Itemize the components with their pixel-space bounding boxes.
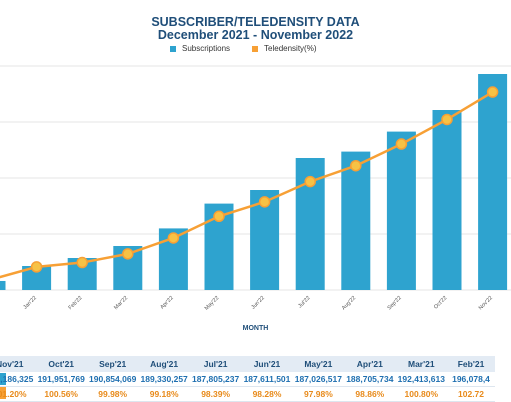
table-cell-subscriptions: 187,805,237	[189, 372, 242, 387]
point-teledensity	[30, 261, 43, 273]
x-tick-label: Jun'22	[250, 295, 266, 311]
bar-subscriptions	[341, 151, 371, 290]
legend-item-teledensity: Teledensity(%)	[252, 44, 317, 53]
bar-subscriptions	[386, 131, 416, 290]
table-cell-teledensity: 98.39%	[189, 386, 242, 402]
x-tick-label: Aug'22	[341, 295, 357, 311]
table-cell-subscriptions: 188,705,734	[344, 372, 396, 387]
table-cell-subscriptions: 187,611,501	[241, 372, 293, 387]
table-cell-teledensity: 97.98%	[292, 386, 345, 402]
table-cell-subscriptions: 191,951,769	[35, 372, 87, 387]
x-tick-label: Jan'22	[22, 295, 38, 311]
table-cell-teledensity: 99.98%	[86, 386, 139, 402]
table-header-cell: Aug'21	[138, 356, 190, 372]
legend-swatch-line	[252, 45, 259, 52]
table-cell-subscriptions: 193,186,325	[0, 372, 36, 387]
bar-subscriptions	[0, 280, 6, 290]
chart-subtitle: December 2021 - November 2022	[157, 28, 354, 42]
x-tick-label: Nov'22	[478, 295, 494, 311]
table-header-cell: Feb'21	[447, 356, 495, 372]
point-teledensity	[395, 138, 408, 150]
legend-label-subscriptions: Subscriptions	[182, 44, 231, 53]
table-cell-teledensity: 100.80%	[395, 386, 448, 402]
table-cell-subscriptions: 196,078,4	[447, 372, 495, 387]
bar-subscriptions	[478, 74, 508, 290]
table-header-cell: Nov'21	[0, 356, 36, 372]
table-header-row: Nov'21Oct'21Sep'21Aug'21Jul'21Jun'21May'…	[0, 356, 495, 372]
chart-title: SUBSCRIBER/TELEDENSITY DATA	[151, 15, 360, 29]
x-axis-title: MONTH	[242, 325, 269, 332]
x-tick-label: Apr'22	[159, 295, 174, 310]
table-cell-subscriptions: 192,413,613	[395, 372, 448, 387]
x-tick-label: Feb'22	[68, 295, 84, 311]
table-cell-subscriptions: 189,330,257	[138, 372, 190, 387]
table-header-cell: Sep'21	[86, 356, 139, 372]
bar-subscriptions	[432, 110, 462, 290]
table-header-cell: Jul'21	[189, 356, 242, 372]
legend-swatch-bar	[170, 45, 176, 52]
table-row-subscriptions: 193,186,325191,951,769190,854,069189,330…	[0, 372, 495, 387]
x-tick-label: Oct'22	[433, 295, 448, 310]
x-tick-label: May'22	[204, 295, 221, 312]
table-cell-teledensity: 101.20%	[0, 386, 36, 402]
table-header-cell: Jun'21	[241, 356, 293, 372]
point-teledensity	[76, 256, 88, 269]
point-teledensity	[167, 232, 180, 244]
table-header-cell: Mar'21	[395, 356, 448, 372]
table-row-teledensity: 101.20%100.56%99.98%99.18%98.39%98.28%97…	[0, 386, 495, 402]
table-cell-teledensity: 99.18%	[138, 386, 190, 402]
table-cell-teledensity: 102.72	[447, 386, 495, 402]
point-teledensity	[122, 248, 134, 260]
table-header-cell: May'21	[292, 356, 345, 372]
legend-item-subscriptions: Subscriptions	[170, 44, 230, 53]
point-teledensity	[304, 175, 316, 188]
point-teledensity	[486, 86, 499, 98]
table-cell-teledensity: 100.56%	[35, 386, 87, 402]
table-cell-teledensity: 98.86%	[344, 386, 396, 402]
table-cell-subscriptions: 190,854,069	[86, 372, 139, 387]
data-table: Nov'21Oct'21Sep'21Aug'21Jul'21Jun'21May'…	[0, 356, 495, 402]
point-teledensity	[350, 159, 362, 172]
point-teledensity	[213, 210, 225, 223]
table-header-cell: Apr'21	[344, 356, 396, 372]
table-header-cell: Oct'21	[35, 356, 87, 372]
x-tick-label: Mar'22	[113, 295, 129, 311]
table-cell-subscriptions: 187,026,517	[292, 372, 345, 387]
point-teledensity	[441, 113, 453, 126]
x-tick-label: Sep'22	[387, 295, 403, 311]
x-tick-label: Jul'22	[297, 295, 311, 309]
table-cell-teledensity: 98.28%	[241, 386, 293, 402]
legend-label-teledensity: Teledensity(%)	[264, 44, 317, 53]
point-teledensity	[258, 196, 271, 208]
legend: Subscriptions Teledensity(%)	[170, 44, 339, 53]
line-teledensity	[0, 90, 494, 279]
